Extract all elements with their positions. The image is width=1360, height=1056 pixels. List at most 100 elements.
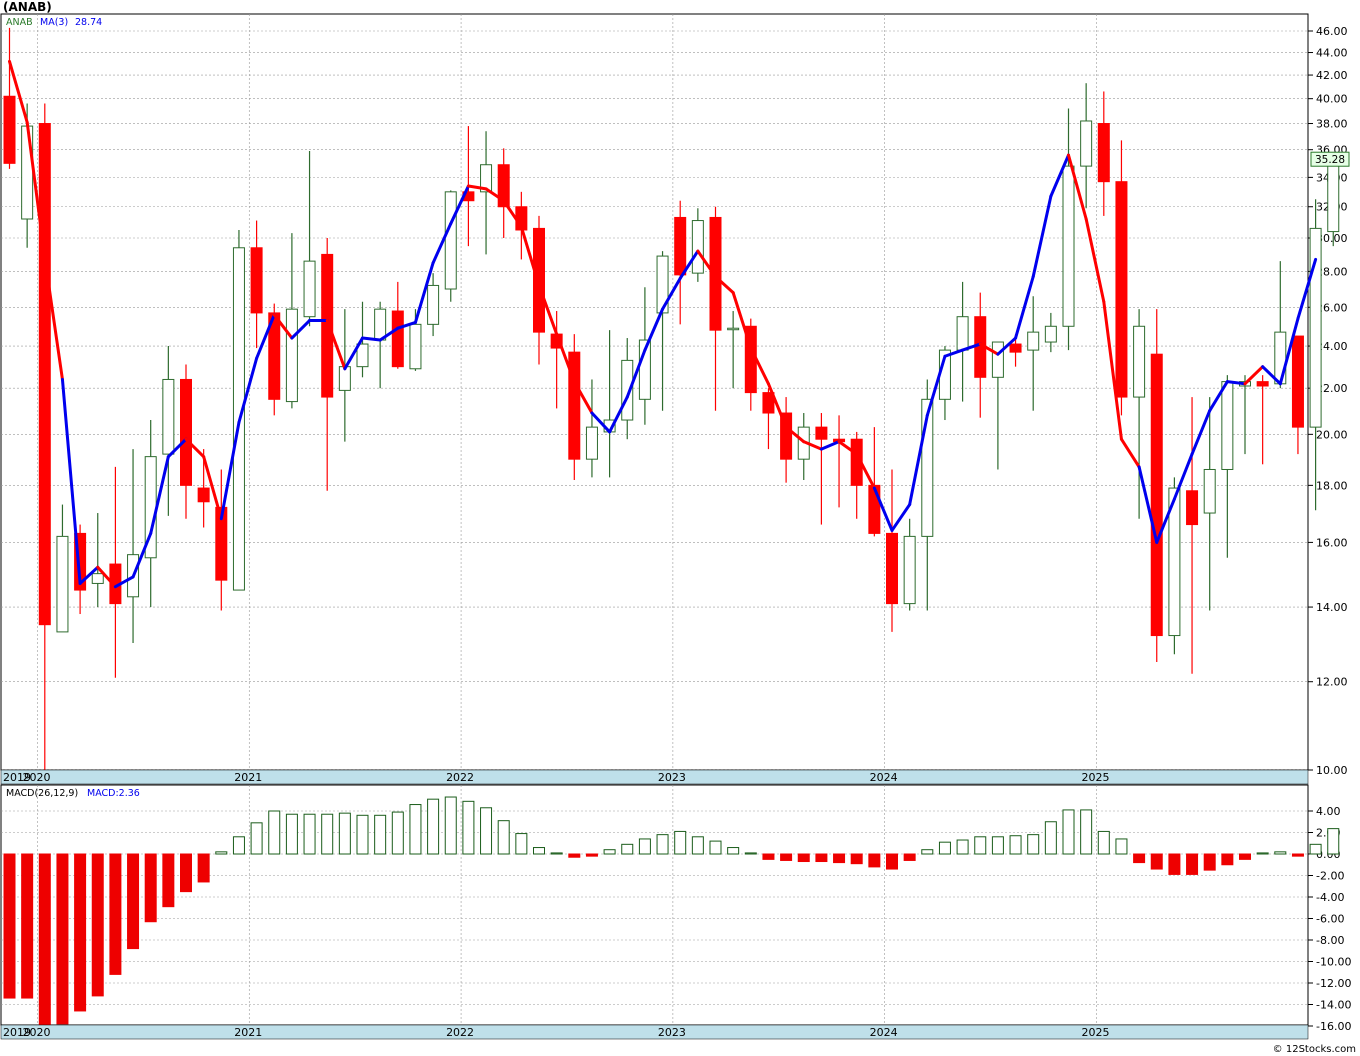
year-label: 2024 (870, 1026, 898, 1039)
credit: © 12Stocks.com (1273, 1044, 1356, 1055)
ma3-segment (237, 356, 259, 424)
candle-body-down (780, 412, 793, 460)
price-y-axis: 46.0044.0042.0040.0038.0036.0034.0032.00… (1308, 25, 1348, 777)
ma3-segment (1014, 275, 1035, 340)
candle-body-down (886, 532, 898, 605)
year-label: 2019 (3, 771, 31, 784)
ma3-segment (572, 380, 594, 415)
price-tick-label: 44.00 (1316, 47, 1348, 60)
ma3-segment (890, 503, 912, 532)
macd-bar-positive (1009, 835, 1022, 855)
year-label: 2020 (22, 771, 50, 784)
ma3-segment (60, 377, 82, 585)
macd-bar-positive (497, 820, 510, 855)
candle (250, 220, 263, 349)
candle (1062, 108, 1075, 351)
candle (815, 413, 828, 525)
ma3-segment (1243, 365, 1265, 386)
candle (727, 311, 740, 389)
macd-bar-positive (603, 849, 616, 855)
price-tick-label: 38.00 (1316, 118, 1348, 131)
ma3-segment (908, 413, 929, 507)
macd-bar-positive (215, 851, 228, 855)
macd-bar-negative (1239, 853, 1251, 860)
macd-bar-negative (127, 853, 140, 950)
candle-body-up (21, 125, 34, 220)
ma3-segment (661, 276, 682, 311)
price-tick-label: 12.00 (1316, 676, 1348, 689)
year-label: 2022 (446, 1026, 474, 1039)
price-tick-label: 10.00 (1316, 764, 1348, 777)
candle-body-up (91, 573, 104, 584)
candle-body-down (815, 426, 828, 440)
candle-body-up (56, 535, 69, 633)
macd-histogram (3, 796, 1340, 1029)
price-tick-label: 24.00 (1316, 340, 1348, 353)
ma3-segment (766, 382, 788, 429)
macd-bar-positive (232, 836, 245, 855)
macd-plot-frame (0, 784, 1309, 1026)
ma3-segment (714, 275, 735, 295)
macd-bar-positive (1062, 809, 1075, 855)
ma3-segment (519, 225, 541, 287)
ma3-segment (219, 420, 241, 521)
candle (38, 103, 51, 778)
macd-bar-negative (56, 853, 69, 1025)
candle-body-up (1327, 158, 1340, 233)
candle (391, 281, 404, 369)
year-label: 2021 (234, 1026, 262, 1039)
macd-bar-negative (1150, 853, 1163, 870)
candle (215, 469, 228, 611)
ma3-segment (96, 565, 117, 589)
ma3-segment (131, 531, 153, 579)
candle-body-up (585, 426, 598, 460)
candle-body-up (1168, 487, 1181, 637)
candle (497, 148, 510, 238)
ma3-segment (166, 437, 188, 459)
ma3-segment (43, 256, 64, 381)
candle-body-down (1097, 123, 1110, 183)
macd-bar-negative (1186, 853, 1199, 875)
candle-body-up (956, 316, 969, 351)
macd-legend-name: MACD(26,12,9) (6, 788, 78, 799)
candle (1133, 309, 1146, 519)
candle-body-up (480, 164, 493, 193)
ma3-segment (943, 348, 965, 358)
macd-bar-positive (991, 836, 1004, 855)
candle (568, 334, 581, 481)
macd-x-axis-band (0, 1024, 1309, 1040)
ma3-segment (1049, 153, 1070, 198)
macd-bar-negative (568, 853, 581, 858)
ma3-segment (361, 336, 382, 342)
ma3-segment (1067, 153, 1088, 221)
ma3-segment (413, 261, 435, 324)
candle (480, 131, 493, 255)
candle (303, 151, 316, 327)
candle-body-up (285, 308, 298, 403)
candle (691, 208, 704, 282)
macd-bar-negative (21, 853, 34, 999)
candle-body-up (374, 308, 387, 341)
ma3-segment (1225, 380, 1247, 386)
candle-body-up (303, 260, 316, 318)
ma3-segment (272, 313, 294, 340)
candle-body-down (568, 351, 581, 460)
candle-body-up (1221, 381, 1234, 470)
candle-body-down (868, 484, 881, 534)
candle (91, 513, 104, 608)
macd-bar-positive (638, 838, 651, 855)
macd-bar-negative (144, 853, 157, 923)
macd-legend-value: MACD:2.36 (87, 788, 140, 799)
candle-body-up (638, 339, 651, 400)
year-label: 2022 (446, 771, 474, 784)
ma3-segment (1296, 257, 1318, 321)
macd-tick-label: -10.00 (1316, 956, 1351, 969)
ma3-segment (961, 342, 982, 352)
candle (780, 397, 793, 483)
candle (903, 518, 916, 611)
macd-bar-negative (162, 853, 175, 908)
price-tick-label: 14.00 (1316, 601, 1348, 614)
ma3-segment (149, 455, 170, 535)
ma3-segment (537, 283, 559, 336)
